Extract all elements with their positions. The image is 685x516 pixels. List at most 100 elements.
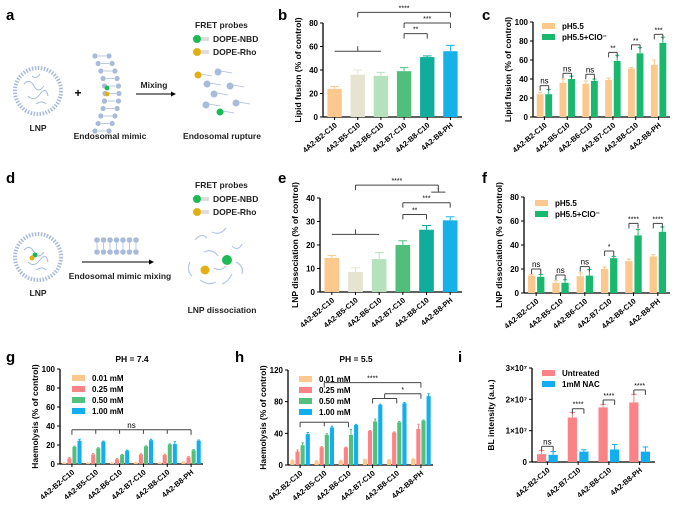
y-tick-label: 40: [46, 422, 55, 431]
lipid-tail: [222, 110, 235, 114]
bar: [419, 229, 434, 292]
bar: [640, 451, 651, 462]
y-tick-label: 0: [311, 288, 316, 297]
lipid-head: [92, 53, 98, 59]
bar: [62, 463, 67, 464]
lipid-head: [100, 75, 106, 82]
significance-label: ****: [603, 393, 614, 400]
bar: [650, 64, 658, 117]
significance-label: ns: [127, 421, 135, 430]
plus-sign: +: [74, 86, 81, 100]
y-axis-label: LNP dissociation (% of control): [290, 182, 300, 308]
lipid-head: [113, 237, 120, 243]
lipid-head: [216, 108, 224, 116]
lipid-head: [202, 101, 210, 109]
y-tick-label: 1×10⁷: [506, 427, 527, 436]
significance-label: **: [412, 207, 418, 214]
y-tick-label: 80: [510, 193, 519, 202]
bar: [186, 457, 191, 464]
lipid-tail: [220, 70, 233, 74]
legend-label: 1mM NAC: [562, 380, 600, 389]
bar: [91, 454, 96, 464]
legend-swatch: [72, 397, 85, 403]
bar: [162, 454, 167, 464]
lipid-head: [126, 237, 133, 243]
bar: [559, 82, 567, 117]
legend-swatch: [542, 381, 555, 387]
bar: [350, 74, 365, 117]
arrow-icon: [82, 259, 154, 265]
schematic-d: LNP Endosomal mimic mixing FRET probes D…: [13, 180, 258, 315]
legend-swatch: [299, 376, 312, 382]
legend-swatch: [299, 409, 312, 415]
lipid-tail: [209, 82, 222, 86]
bar: [167, 444, 172, 464]
y-tick-label: 3×10⁷: [506, 364, 527, 373]
panel-label-f: f: [482, 170, 488, 187]
panel-label-h: h: [235, 349, 244, 366]
bar: [354, 425, 359, 465]
y-tick-label: 80: [309, 19, 318, 28]
legend-label: 0.50 mM: [92, 396, 124, 405]
lipid-tail: [232, 84, 245, 88]
significance-label: *: [608, 244, 611, 251]
chart-title: PH = 7.4: [115, 354, 149, 364]
lipid-head: [95, 120, 101, 127]
nbd-probe: [104, 85, 110, 91]
chart-f: 0 20 40 60 80 LNP dissociation (% of control)…: [494, 182, 670, 331]
legend-swatch: [72, 375, 85, 381]
lnp-particle-icon: [13, 66, 63, 116]
y-tick-label: 30: [306, 218, 315, 227]
mixing-label: Endosomal mimic mixing: [69, 271, 172, 281]
bar: [416, 428, 421, 465]
lipid-head: [94, 237, 100, 243]
significance-label: **: [633, 38, 639, 45]
lipid-head: [100, 249, 107, 255]
bar: [378, 404, 383, 465]
bar: [362, 459, 367, 465]
y-tick-label: 60: [519, 56, 528, 65]
bar: [290, 460, 295, 465]
lipid-head: [95, 60, 101, 67]
bar: [605, 79, 613, 117]
y-tick-label: 10: [306, 265, 315, 274]
significance-label: ns: [543, 437, 551, 446]
lipid-head: [94, 249, 100, 255]
legend-label: pH5.5+ClO⁻: [555, 210, 600, 219]
significance-label: ns: [540, 77, 548, 86]
y-tick-label: 80: [519, 37, 528, 46]
lipid-head: [194, 71, 202, 79]
bar: [348, 272, 363, 292]
lipid-head: [226, 82, 234, 90]
bar: [120, 454, 125, 464]
bar: [600, 269, 609, 293]
lipid-head: [115, 83, 122, 89]
rho-probe-icon: [193, 208, 201, 216]
dissociated-lnp-icon: [187, 227, 243, 285]
y-tick-label: 20: [306, 241, 315, 250]
bar: [133, 462, 138, 464]
legend-label: 0.50 mM: [319, 397, 351, 406]
panel-label-e: e: [278, 170, 286, 187]
y-tick-label: 0: [524, 113, 529, 122]
significance-label: ****: [652, 216, 663, 223]
bar: [395, 245, 411, 292]
bar: [634, 235, 642, 293]
y-tick-label: 60: [510, 217, 519, 226]
lnp-dissociation-label: LNP dissociation: [188, 305, 257, 315]
lipid-tail: [200, 73, 213, 77]
lipid-head: [214, 68, 222, 76]
lipid-tail: [208, 103, 221, 107]
lipid-head: [114, 105, 120, 112]
y-tick-label: 40: [274, 429, 283, 438]
bar: [426, 396, 431, 465]
bar: [338, 460, 343, 465]
lipid-head: [210, 90, 218, 98]
lipid-head: [203, 80, 211, 88]
y-tick-label: 0: [314, 113, 319, 122]
bar: [610, 258, 618, 293]
y-tick-label: 20: [309, 90, 318, 99]
lipid-head: [112, 68, 118, 74]
